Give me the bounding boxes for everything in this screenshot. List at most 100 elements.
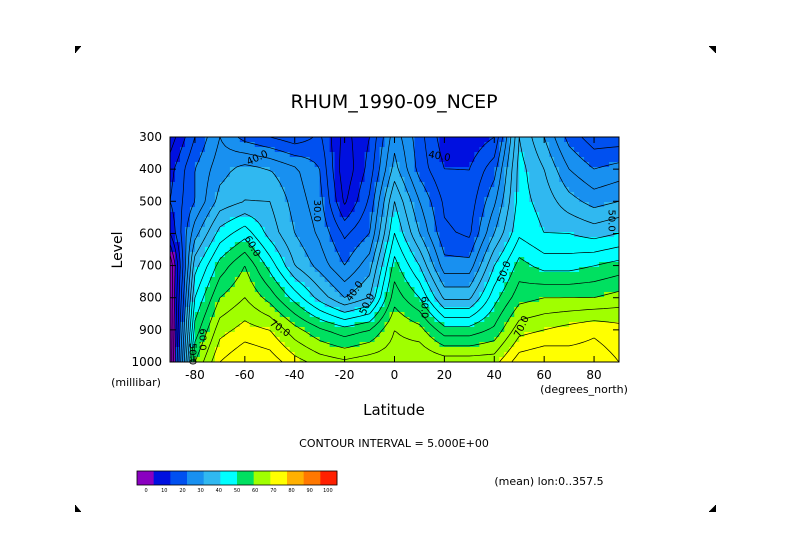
field-cell <box>284 157 291 163</box>
field-cell <box>484 332 490 338</box>
field-cell <box>499 302 505 308</box>
field-cell <box>304 172 311 178</box>
field-cell <box>549 202 555 208</box>
field-cell <box>274 342 281 348</box>
field-cell <box>409 342 416 348</box>
field-cell <box>434 242 440 248</box>
field-cell <box>339 157 346 163</box>
field-cell <box>324 317 331 323</box>
field-cell <box>404 297 411 303</box>
field-cell <box>614 322 619 328</box>
field-cell <box>459 287 465 293</box>
field-cell <box>269 142 276 148</box>
field-cell <box>594 352 600 358</box>
field-cell <box>469 172 475 178</box>
field-cell <box>229 202 236 208</box>
field-cell <box>299 142 306 148</box>
field-cell <box>279 242 286 248</box>
field-cell <box>199 197 206 203</box>
field-cell <box>499 282 505 288</box>
field-cell <box>194 197 201 203</box>
field-cell <box>269 202 276 208</box>
field-cell <box>194 282 201 288</box>
field-cell <box>589 187 595 193</box>
field-cell <box>524 212 530 218</box>
field-cell <box>399 302 406 308</box>
field-cell <box>469 317 475 323</box>
field-cell <box>399 137 406 143</box>
field-cell <box>489 317 495 323</box>
field-cell <box>234 207 241 213</box>
field-cell <box>439 217 445 223</box>
field-cell <box>209 267 216 273</box>
field-cell <box>379 217 386 223</box>
field-cell <box>269 307 276 313</box>
field-cell <box>354 317 361 323</box>
field-cell <box>259 357 266 362</box>
field-cell <box>449 202 455 208</box>
field-cell <box>344 142 351 148</box>
field-cell <box>614 277 619 283</box>
field-cell <box>170 147 176 153</box>
field-cell <box>434 147 440 153</box>
field-cell <box>549 237 555 243</box>
field-cell <box>254 352 261 358</box>
field-cell <box>559 187 565 193</box>
field-cell <box>209 152 216 158</box>
field-cell <box>354 247 361 253</box>
field-cell <box>229 352 236 358</box>
field-cell <box>264 157 271 163</box>
field-cell <box>524 297 530 303</box>
field-cell <box>599 282 605 288</box>
field-cell <box>389 137 396 143</box>
field-cell <box>314 287 321 293</box>
field-cell <box>534 207 540 213</box>
field-cell <box>569 217 575 223</box>
field-cell <box>239 242 246 248</box>
field-cell <box>214 337 221 343</box>
field-cell <box>384 177 391 183</box>
field-cell <box>484 162 490 168</box>
field-cell <box>259 152 266 158</box>
field-cell <box>314 137 321 143</box>
field-cell <box>314 242 321 248</box>
field-cell <box>170 192 176 198</box>
field-cell <box>504 197 510 203</box>
field-cell <box>609 247 615 253</box>
field-cell <box>239 282 246 288</box>
field-cell <box>469 137 475 143</box>
field-cell <box>514 297 520 303</box>
field-cell <box>394 182 401 188</box>
field-cell <box>564 197 570 203</box>
field-cell <box>184 192 191 198</box>
field-cell <box>429 162 436 168</box>
field-cell <box>274 252 281 258</box>
field-cell <box>219 152 226 158</box>
field-cell <box>439 357 445 362</box>
field-cell <box>614 262 619 268</box>
field-cell <box>494 172 500 178</box>
field-cell <box>309 192 316 198</box>
field-cell <box>299 272 306 278</box>
field-cell <box>544 167 550 173</box>
field-cell <box>349 322 356 328</box>
field-cell <box>324 202 331 208</box>
field-cell <box>209 282 216 288</box>
field-cell <box>514 222 520 228</box>
field-cell <box>524 357 530 362</box>
field-cell <box>309 217 316 223</box>
field-cell <box>309 242 316 248</box>
field-cell <box>569 287 575 293</box>
field-cell <box>344 162 351 168</box>
field-cell <box>444 357 450 362</box>
field-cell <box>269 292 276 298</box>
field-cell <box>519 197 525 203</box>
field-cell <box>514 317 520 323</box>
field-cell <box>170 322 176 328</box>
field-cell <box>484 172 490 178</box>
field-cell <box>559 197 565 203</box>
field-cell <box>509 217 515 223</box>
colorbar-tick-label: 90 <box>307 488 313 494</box>
field-cell <box>429 167 436 173</box>
field-cell <box>604 227 610 233</box>
